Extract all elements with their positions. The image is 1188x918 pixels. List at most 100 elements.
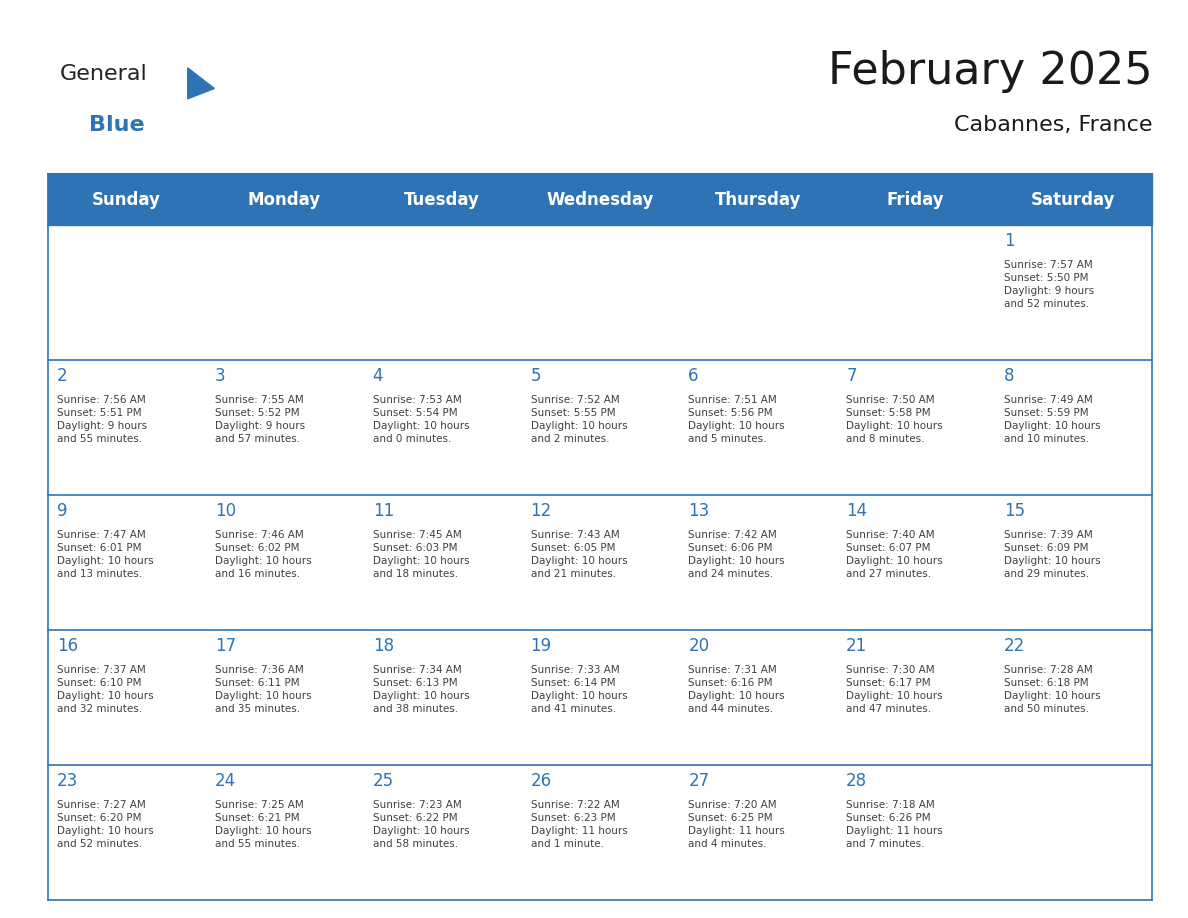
Text: Friday: Friday — [886, 191, 944, 208]
Text: February 2025: February 2025 — [828, 50, 1152, 94]
FancyBboxPatch shape — [522, 360, 678, 495]
FancyBboxPatch shape — [836, 630, 994, 765]
Text: Sunrise: 7:46 AM
Sunset: 6:02 PM
Daylight: 10 hours
and 16 minutes.: Sunrise: 7:46 AM Sunset: 6:02 PM Dayligh… — [215, 530, 311, 579]
FancyBboxPatch shape — [48, 630, 206, 765]
Text: 21: 21 — [846, 637, 867, 655]
Text: Sunrise: 7:45 AM
Sunset: 6:03 PM
Daylight: 10 hours
and 18 minutes.: Sunrise: 7:45 AM Sunset: 6:03 PM Dayligh… — [373, 530, 469, 579]
Polygon shape — [188, 68, 214, 99]
FancyBboxPatch shape — [522, 225, 678, 360]
Text: 24: 24 — [215, 772, 236, 790]
Text: Wednesday: Wednesday — [546, 191, 653, 208]
Text: Sunrise: 7:49 AM
Sunset: 5:59 PM
Daylight: 10 hours
and 10 minutes.: Sunrise: 7:49 AM Sunset: 5:59 PM Dayligh… — [1004, 395, 1100, 444]
Text: 19: 19 — [531, 637, 551, 655]
FancyBboxPatch shape — [522, 765, 678, 900]
Text: Tuesday: Tuesday — [404, 191, 480, 208]
Text: Cabannes, France: Cabannes, France — [954, 115, 1152, 135]
Text: Blue: Blue — [89, 115, 145, 135]
FancyBboxPatch shape — [678, 765, 836, 900]
Text: Sunrise: 7:34 AM
Sunset: 6:13 PM
Daylight: 10 hours
and 38 minutes.: Sunrise: 7:34 AM Sunset: 6:13 PM Dayligh… — [373, 665, 469, 714]
Text: Sunrise: 7:22 AM
Sunset: 6:23 PM
Daylight: 11 hours
and 1 minute.: Sunrise: 7:22 AM Sunset: 6:23 PM Dayligh… — [531, 800, 627, 849]
Text: Monday: Monday — [248, 191, 321, 208]
Text: Sunrise: 7:31 AM
Sunset: 6:16 PM
Daylight: 10 hours
and 44 minutes.: Sunrise: 7:31 AM Sunset: 6:16 PM Dayligh… — [688, 665, 785, 714]
Text: Sunday: Sunday — [91, 191, 160, 208]
Text: Saturday: Saturday — [1031, 191, 1116, 208]
FancyBboxPatch shape — [522, 495, 678, 630]
FancyBboxPatch shape — [522, 630, 678, 765]
Text: 25: 25 — [373, 772, 393, 790]
FancyBboxPatch shape — [206, 360, 364, 495]
Text: 16: 16 — [57, 637, 78, 655]
Text: Thursday: Thursday — [715, 191, 801, 208]
FancyBboxPatch shape — [48, 174, 1152, 225]
FancyBboxPatch shape — [48, 495, 206, 630]
Text: General: General — [59, 64, 147, 84]
Text: 28: 28 — [846, 772, 867, 790]
FancyBboxPatch shape — [364, 360, 522, 495]
FancyBboxPatch shape — [836, 765, 994, 900]
Text: Sunrise: 7:51 AM
Sunset: 5:56 PM
Daylight: 10 hours
and 5 minutes.: Sunrise: 7:51 AM Sunset: 5:56 PM Dayligh… — [688, 395, 785, 444]
FancyBboxPatch shape — [994, 630, 1152, 765]
FancyBboxPatch shape — [678, 630, 836, 765]
Text: 6: 6 — [688, 367, 699, 386]
FancyBboxPatch shape — [678, 225, 836, 360]
Text: Sunrise: 7:18 AM
Sunset: 6:26 PM
Daylight: 11 hours
and 7 minutes.: Sunrise: 7:18 AM Sunset: 6:26 PM Dayligh… — [846, 800, 943, 849]
FancyBboxPatch shape — [206, 495, 364, 630]
Text: 4: 4 — [373, 367, 384, 386]
FancyBboxPatch shape — [364, 630, 522, 765]
Text: Sunrise: 7:33 AM
Sunset: 6:14 PM
Daylight: 10 hours
and 41 minutes.: Sunrise: 7:33 AM Sunset: 6:14 PM Dayligh… — [531, 665, 627, 714]
FancyBboxPatch shape — [994, 225, 1152, 360]
FancyBboxPatch shape — [678, 360, 836, 495]
Text: 2: 2 — [57, 367, 68, 386]
Text: Sunrise: 7:42 AM
Sunset: 6:06 PM
Daylight: 10 hours
and 24 minutes.: Sunrise: 7:42 AM Sunset: 6:06 PM Dayligh… — [688, 530, 785, 579]
FancyBboxPatch shape — [994, 495, 1152, 630]
Text: Sunrise: 7:28 AM
Sunset: 6:18 PM
Daylight: 10 hours
and 50 minutes.: Sunrise: 7:28 AM Sunset: 6:18 PM Dayligh… — [1004, 665, 1100, 714]
Text: 10: 10 — [215, 502, 236, 521]
Text: 14: 14 — [846, 502, 867, 521]
Text: Sunrise: 7:53 AM
Sunset: 5:54 PM
Daylight: 10 hours
and 0 minutes.: Sunrise: 7:53 AM Sunset: 5:54 PM Dayligh… — [373, 395, 469, 444]
FancyBboxPatch shape — [364, 495, 522, 630]
Text: Sunrise: 7:27 AM
Sunset: 6:20 PM
Daylight: 10 hours
and 52 minutes.: Sunrise: 7:27 AM Sunset: 6:20 PM Dayligh… — [57, 800, 153, 849]
FancyBboxPatch shape — [836, 495, 994, 630]
FancyBboxPatch shape — [994, 765, 1152, 900]
Text: Sunrise: 7:50 AM
Sunset: 5:58 PM
Daylight: 10 hours
and 8 minutes.: Sunrise: 7:50 AM Sunset: 5:58 PM Dayligh… — [846, 395, 943, 444]
Text: 15: 15 — [1004, 502, 1025, 521]
Text: 11: 11 — [373, 502, 394, 521]
Text: 27: 27 — [688, 772, 709, 790]
Text: Sunrise: 7:25 AM
Sunset: 6:21 PM
Daylight: 10 hours
and 55 minutes.: Sunrise: 7:25 AM Sunset: 6:21 PM Dayligh… — [215, 800, 311, 849]
FancyBboxPatch shape — [48, 765, 206, 900]
Text: 17: 17 — [215, 637, 236, 655]
Text: 22: 22 — [1004, 637, 1025, 655]
FancyBboxPatch shape — [836, 225, 994, 360]
Text: Sunrise: 7:40 AM
Sunset: 6:07 PM
Daylight: 10 hours
and 27 minutes.: Sunrise: 7:40 AM Sunset: 6:07 PM Dayligh… — [846, 530, 943, 579]
Text: 1: 1 — [1004, 232, 1015, 251]
FancyBboxPatch shape — [48, 360, 206, 495]
FancyBboxPatch shape — [364, 225, 522, 360]
Text: 3: 3 — [215, 367, 226, 386]
FancyBboxPatch shape — [994, 360, 1152, 495]
Text: 7: 7 — [846, 367, 857, 386]
FancyBboxPatch shape — [48, 225, 206, 360]
Text: Sunrise: 7:20 AM
Sunset: 6:25 PM
Daylight: 11 hours
and 4 minutes.: Sunrise: 7:20 AM Sunset: 6:25 PM Dayligh… — [688, 800, 785, 849]
Text: 20: 20 — [688, 637, 709, 655]
Text: Sunrise: 7:37 AM
Sunset: 6:10 PM
Daylight: 10 hours
and 32 minutes.: Sunrise: 7:37 AM Sunset: 6:10 PM Dayligh… — [57, 665, 153, 714]
FancyBboxPatch shape — [206, 765, 364, 900]
Text: 12: 12 — [531, 502, 551, 521]
FancyBboxPatch shape — [206, 630, 364, 765]
FancyBboxPatch shape — [206, 225, 364, 360]
Text: Sunrise: 7:47 AM
Sunset: 6:01 PM
Daylight: 10 hours
and 13 minutes.: Sunrise: 7:47 AM Sunset: 6:01 PM Dayligh… — [57, 530, 153, 579]
Text: Sunrise: 7:55 AM
Sunset: 5:52 PM
Daylight: 9 hours
and 57 minutes.: Sunrise: 7:55 AM Sunset: 5:52 PM Dayligh… — [215, 395, 305, 444]
Text: 26: 26 — [531, 772, 551, 790]
Text: 9: 9 — [57, 502, 68, 521]
Text: Sunrise: 7:57 AM
Sunset: 5:50 PM
Daylight: 9 hours
and 52 minutes.: Sunrise: 7:57 AM Sunset: 5:50 PM Dayligh… — [1004, 260, 1094, 309]
Text: Sunrise: 7:30 AM
Sunset: 6:17 PM
Daylight: 10 hours
and 47 minutes.: Sunrise: 7:30 AM Sunset: 6:17 PM Dayligh… — [846, 665, 943, 714]
Text: 23: 23 — [57, 772, 78, 790]
Text: Sunrise: 7:36 AM
Sunset: 6:11 PM
Daylight: 10 hours
and 35 minutes.: Sunrise: 7:36 AM Sunset: 6:11 PM Dayligh… — [215, 665, 311, 714]
Text: Sunrise: 7:39 AM
Sunset: 6:09 PM
Daylight: 10 hours
and 29 minutes.: Sunrise: 7:39 AM Sunset: 6:09 PM Dayligh… — [1004, 530, 1100, 579]
Text: 8: 8 — [1004, 367, 1015, 386]
Text: 13: 13 — [688, 502, 709, 521]
FancyBboxPatch shape — [678, 495, 836, 630]
FancyBboxPatch shape — [836, 360, 994, 495]
Text: 5: 5 — [531, 367, 541, 386]
Text: Sunrise: 7:56 AM
Sunset: 5:51 PM
Daylight: 9 hours
and 55 minutes.: Sunrise: 7:56 AM Sunset: 5:51 PM Dayligh… — [57, 395, 147, 444]
FancyBboxPatch shape — [364, 765, 522, 900]
